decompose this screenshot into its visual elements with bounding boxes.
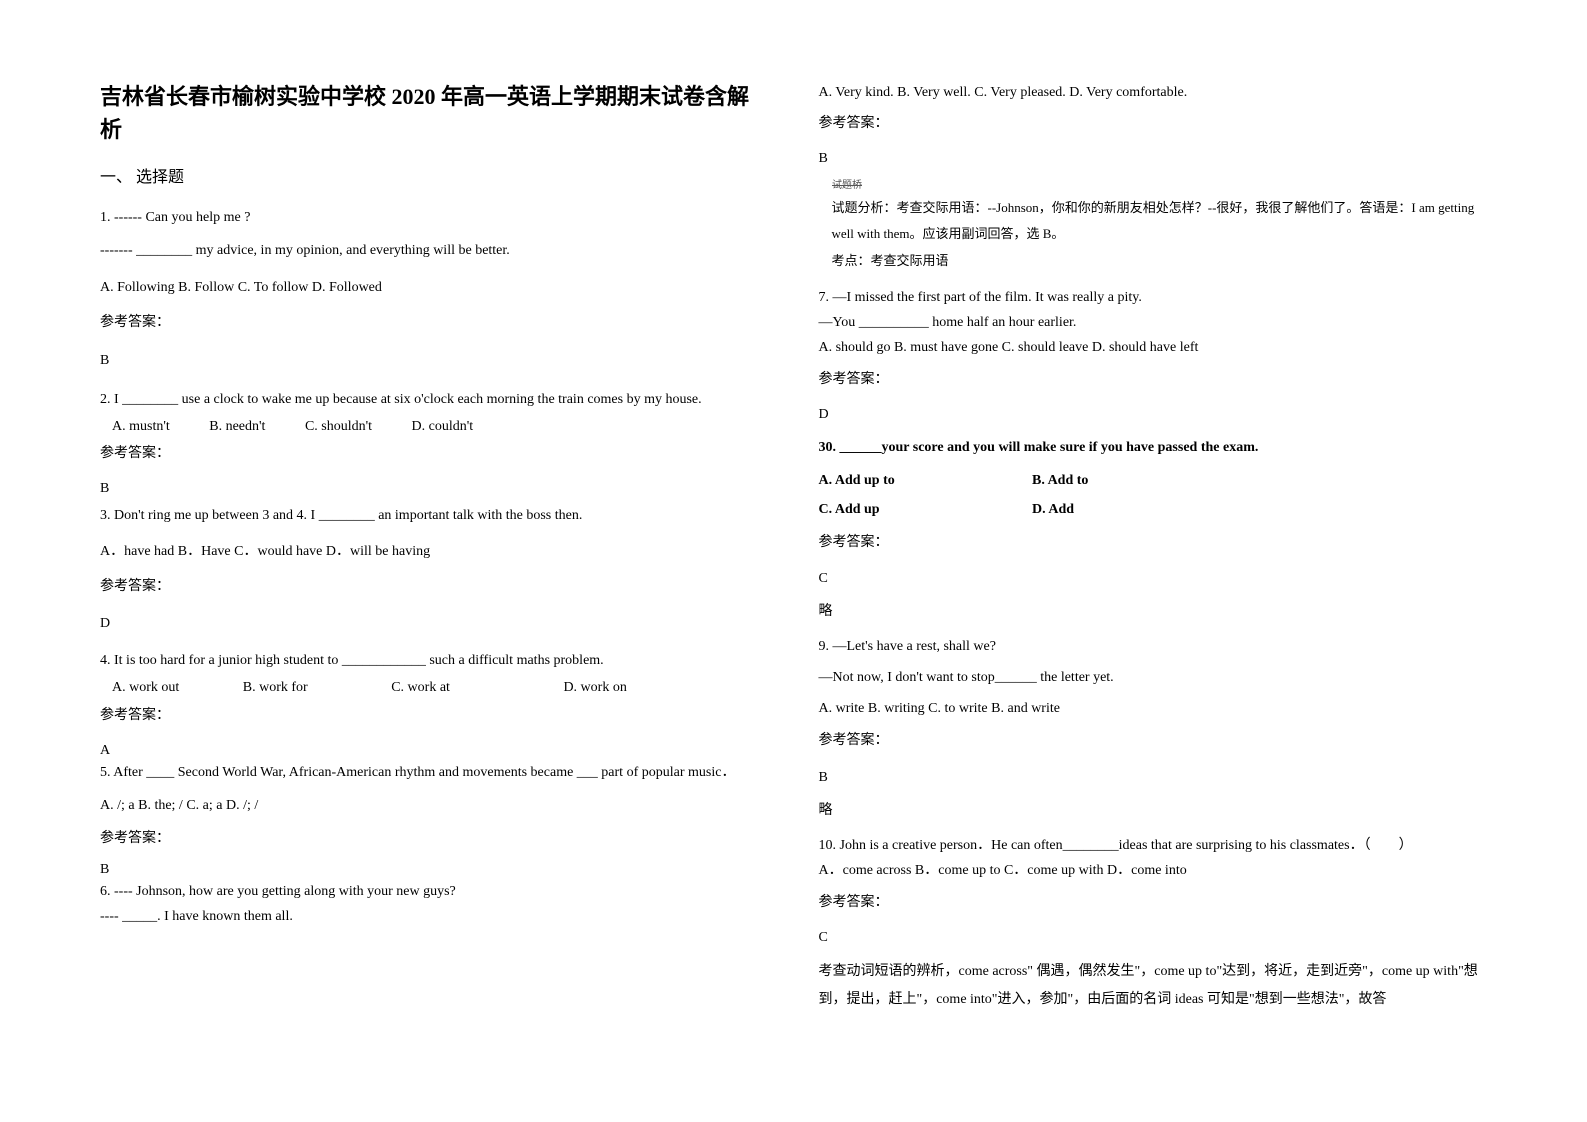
q6-answer: B: [819, 146, 1488, 171]
q6-explain-box: 试题桥 试题分析：考查交际用语：--Johnson，你和你的新朋友相处怎样？--…: [819, 172, 1488, 279]
q4-stem: 4. It is too hard for a junior high stud…: [100, 648, 769, 673]
q9-answer: B: [819, 765, 1488, 790]
q2-answer: B: [100, 476, 769, 501]
q1-stem: 1. ------ Can you help me ?: [100, 205, 769, 230]
q7-answer-label: 参考答案：: [819, 367, 1488, 392]
q7-options: A. should go B. must have gone C. should…: [819, 335, 1488, 360]
q2-optB: B. needn't: [209, 414, 265, 439]
q2-options: A. mustn't B. needn't C. shouldn't D. co…: [100, 414, 769, 439]
q5-stem: 5. After ____ Second World War, African-…: [100, 759, 769, 787]
q5-options: A. /; a B. the; / C. a; a D. /; /: [100, 793, 769, 818]
section-header: 一、 选择题: [100, 164, 769, 193]
q9-options: A. write B. writing C. to write B. and w…: [819, 696, 1488, 721]
q1-line2: ------- ________ my advice, in my opinio…: [100, 238, 769, 263]
q4-optD: D. work on: [563, 675, 626, 700]
q8-options-row2: C. Add up D. Add: [819, 497, 1488, 522]
q2-stem: 2. I ________ use a clock to wake me up …: [100, 387, 769, 412]
right-column: A. Very kind. B. Very well. C. Very plea…: [819, 80, 1488, 1082]
q10-answer-label: 参考答案：: [819, 890, 1488, 915]
q9-line2: —Not now, I don't want to stop______ the…: [819, 665, 1488, 690]
q4-optA: A. work out: [112, 675, 179, 700]
q8-optA: A. Add up to: [819, 468, 939, 493]
q8-stem: 30. ______your score and you will make s…: [819, 435, 1488, 460]
q2-answer-label: 参考答案：: [100, 441, 769, 466]
q9-note: 略: [819, 798, 1488, 823]
q7-stem: 7. —I missed the first part of the film.…: [819, 285, 1488, 310]
q6-line2: ---- _____. I have known them all.: [100, 904, 769, 929]
q7-answer: D: [819, 402, 1488, 427]
q6-answer-label: 参考答案：: [819, 111, 1488, 136]
q8-note: 略: [819, 599, 1488, 624]
q8-optC: C. Add up: [819, 497, 939, 522]
q8-optB: B. Add to: [1032, 468, 1088, 493]
q8-optD: D. Add: [1032, 497, 1074, 522]
q8-options-row1: A. Add up to B. Add to: [819, 468, 1488, 493]
q7-line2: —You __________ home half an hour earlie…: [819, 310, 1488, 335]
q6-stem: 6. ---- Johnson, how are you getting alo…: [100, 879, 769, 904]
q2-optD: D. couldn't: [412, 414, 474, 439]
question-1: 1. ------ Can you help me ?: [100, 205, 769, 230]
q4-answer-label: 参考答案：: [100, 703, 769, 728]
q1-options: A. Following B. Follow C. To follow D. F…: [100, 275, 769, 300]
q8-answer-label: 参考答案：: [819, 530, 1488, 555]
q3-answer: D: [100, 611, 769, 636]
q3-stem: 3. Don't ring me up between 3 and 4. I _…: [100, 503, 769, 528]
left-column: 吉林省长春市榆树实验中学校 2020 年高一英语上学期期末试卷含解析 一、 选择…: [100, 80, 769, 1082]
q4-optB: B. work for: [243, 675, 308, 700]
q6-options: A. Very kind. B. Very well. C. Very plea…: [819, 80, 1488, 105]
q3-answer-label: 参考答案：: [100, 574, 769, 599]
q8-answer: C: [819, 566, 1488, 591]
q3-options: A．have had B．Have C．would have D．will be…: [100, 539, 769, 564]
q6-explain1: 试题分析：考查交际用语：--Johnson，你和你的新朋友相处怎样？--很好，我…: [820, 195, 1487, 247]
q9-answer-label: 参考答案：: [819, 728, 1488, 753]
q6-deco: 试题桥: [820, 177, 1487, 195]
q4-options: A. work out B. work for C. work at D. wo…: [100, 675, 769, 700]
q5-answer-label: 参考答案：: [100, 826, 769, 851]
q10-stem: 10. John is a creative person．He can oft…: [819, 833, 1488, 858]
q6-explain2: 考点：考查交际用语: [820, 249, 1487, 272]
q9-stem: 9. —Let's have a rest, shall we?: [819, 634, 1488, 659]
q1-answer-label: 参考答案：: [100, 310, 769, 335]
q10-options: A．come across B．come up to C．come up wit…: [819, 858, 1488, 883]
exam-title: 吉林省长春市榆树实验中学校 2020 年高一英语上学期期末试卷含解析: [100, 80, 769, 146]
q10-answer: C: [819, 925, 1488, 950]
q2-optA: A. mustn't: [112, 414, 170, 439]
q1-answer: B: [100, 348, 769, 373]
q4-optC: C. work at: [391, 675, 450, 700]
q10-explain: 考查动词短语的辨析，come across" 偶遇，偶然发生"，come up …: [819, 958, 1488, 1014]
q2-optC: C. shouldn't: [305, 414, 372, 439]
